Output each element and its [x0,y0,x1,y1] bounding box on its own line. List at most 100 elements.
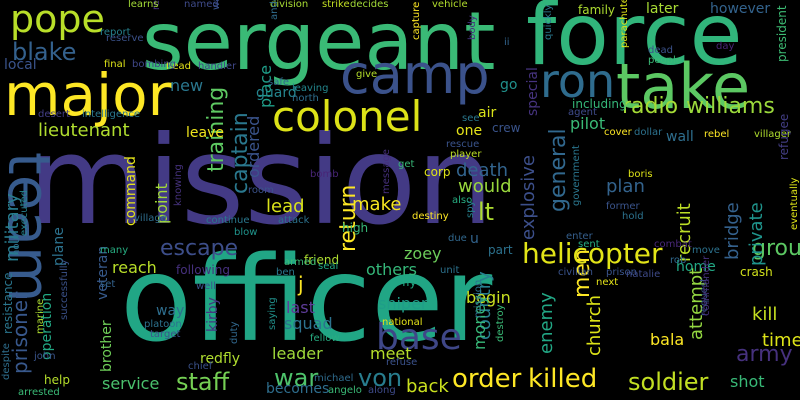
word-sniper: sniper [378,294,428,313]
word-guard: guard [256,85,297,101]
word-mission: mission [28,110,494,252]
word-group: group [752,236,800,261]
word-kirby: kirby [205,297,221,332]
word-angelo: angelo [328,385,362,396]
word-dead: dead [648,45,673,56]
word-refugee: refugee [777,113,791,160]
word-destroy: destroy [495,304,506,342]
word-church: church [584,294,605,356]
word-hold: hold [622,211,644,222]
word-zoey: zoey [404,244,442,263]
word-leave: leave [186,125,224,141]
word-fellow: fellow [310,333,340,344]
word-get: get [398,159,415,170]
word-people: people [648,55,682,66]
word-colonel: colonel [272,92,423,141]
word-knowing: knowing [173,164,184,206]
word-well: well [196,281,216,292]
word-move: move [692,245,720,256]
word-killed: killed [528,364,598,394]
word-go: go [500,77,518,93]
word-family: family [578,3,616,17]
word-ben: ben [276,267,295,278]
word-brother: brother [99,320,115,372]
word-air: air [478,105,497,121]
word-u: u [470,231,479,247]
word-decides: decides [350,0,389,10]
word-redfly: redfly [200,351,241,367]
word-including: including [572,97,627,111]
word-corp: corp [424,165,451,179]
word-williams: williams [686,94,775,119]
word-take: take [616,50,751,123]
word-john: john [34,351,56,362]
word-private: private [746,202,767,266]
word-duty: duty [229,321,240,344]
word-commander: commander [701,255,712,316]
word-force: force [526,0,743,85]
word-blake: blake [12,38,77,66]
word-due: due [448,233,467,244]
word-kill: kill [752,304,778,325]
word-target: target [150,329,181,340]
word-boris: boris [628,169,653,180]
word-see: see [462,113,480,124]
word-anderson: anderson [269,0,280,20]
word-set: set [100,279,116,290]
word-sent: sent [578,239,600,250]
word-continue: continue [206,215,250,226]
word-radio: radio [622,94,679,119]
word-desert: desert [38,109,70,120]
word-fly: fly [402,275,417,289]
word-village: village [134,213,167,224]
word-death: death [456,160,508,181]
word-last: last [286,298,315,317]
word-agent: agent [568,107,597,118]
word-marine: marine [35,298,46,334]
word-resistance: resistance [1,272,15,334]
word-successfully: successfully [59,259,70,320]
word-destiny: destiny [412,211,449,222]
word-lead: lead [266,196,305,217]
word-ordered: ordered [244,115,263,178]
word-ii: ii [504,37,510,48]
word-officer: officer [120,230,493,368]
word-give: give [356,69,378,80]
word-crash: crash [740,265,773,279]
word-enter: enter [566,231,593,242]
word-camp: camp [340,43,490,106]
word-mission: mission [473,279,484,318]
word-named: named [184,0,219,10]
word-capture: capture [411,1,422,40]
word-spy: spy [465,200,476,218]
word-time: time [762,330,800,351]
word-pilot: pilot [570,114,606,133]
word-bombing: bombing [132,59,177,70]
word-however: however [710,1,771,17]
word-home: home [676,259,716,275]
word-combat: combat [654,239,692,250]
word-despite: despite [1,343,12,380]
word-michael: michael [314,373,354,384]
word-soldier: soldier [628,368,709,396]
word-natalie: natalie [626,269,661,280]
word-handler: handler [198,61,237,72]
word-friend: friend [304,253,340,267]
word-others: others [366,260,417,279]
word-leader: leader [272,344,323,363]
word-reach: reach [112,258,157,277]
word-plan: plan [606,176,645,197]
word-parachute: parachute [619,0,630,48]
word-leaving: leaving [292,83,329,94]
word-meet: meet [370,344,412,363]
word-new: new [170,76,204,95]
word-body: body [467,15,478,40]
word-j: j [298,272,304,296]
word-part: part [488,243,513,257]
word-division: division [270,0,309,10]
word-refuse: refuse [386,357,418,368]
word-ron: ron [540,54,616,108]
word-room: room [248,185,274,196]
word-major: major [4,61,172,129]
word-along: along [368,385,396,396]
